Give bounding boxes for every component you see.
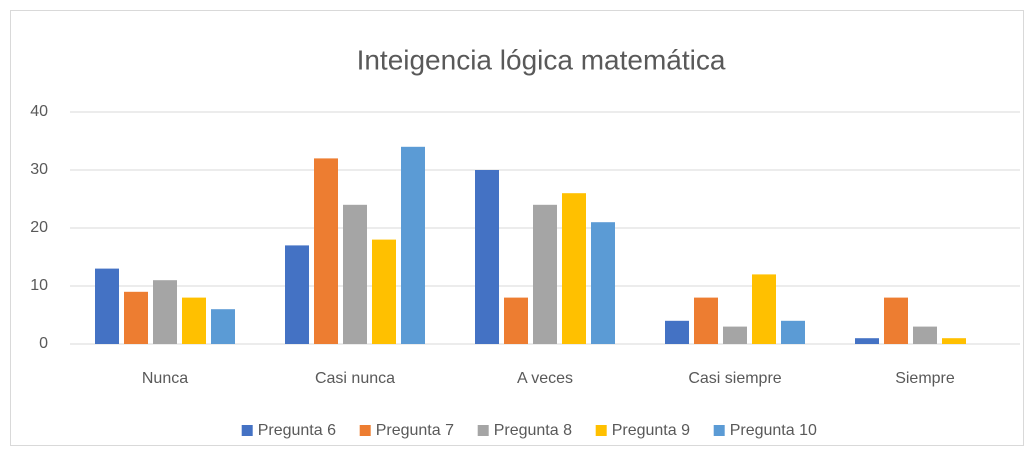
y-tick-label: 0 — [39, 335, 48, 352]
bar — [314, 158, 338, 344]
bar — [343, 204, 367, 344]
bar — [723, 326, 747, 344]
legend-swatch — [713, 425, 725, 436]
chart-title: Inteigencia lógica matemática — [357, 44, 726, 75]
y-tick-label: 10 — [30, 277, 48, 294]
bar — [942, 338, 966, 344]
bar — [591, 222, 615, 344]
bar — [401, 146, 425, 344]
bar — [475, 170, 499, 344]
x-tick-label: Siempre — [895, 370, 955, 387]
bar — [533, 204, 557, 344]
bar — [884, 297, 908, 344]
bar — [781, 320, 805, 344]
bar — [182, 297, 206, 344]
legend-swatch — [241, 425, 253, 436]
x-tick-label: Casi siempre — [688, 370, 781, 387]
x-tick-label: A veces — [517, 370, 573, 387]
bar — [562, 193, 586, 344]
bar — [211, 309, 235, 344]
bar — [665, 320, 689, 344]
legend-label: Pregunta 8 — [494, 422, 572, 439]
bar — [504, 297, 528, 344]
y-tick-label: 30 — [30, 161, 48, 178]
x-tick-label: Nunca — [142, 370, 188, 387]
legend-swatch — [477, 425, 489, 436]
bar — [153, 280, 177, 344]
bar — [285, 245, 309, 344]
bar — [124, 291, 148, 344]
bar — [372, 239, 396, 344]
y-tick-label: 40 — [30, 103, 48, 120]
legend-swatch — [595, 425, 607, 436]
x-tick-label: Casi nunca — [315, 370, 395, 387]
bar — [752, 274, 776, 344]
legend-label: Pregunta 10 — [730, 422, 817, 439]
bar — [95, 268, 119, 344]
bar — [913, 326, 937, 344]
bar — [694, 297, 718, 344]
legend-label: Pregunta 6 — [258, 422, 336, 439]
legend-label: Pregunta 7 — [376, 422, 454, 439]
legend-label: Pregunta 9 — [612, 422, 690, 439]
y-tick-label: 20 — [30, 219, 48, 236]
legend-swatch — [359, 425, 371, 436]
bar — [855, 338, 879, 344]
